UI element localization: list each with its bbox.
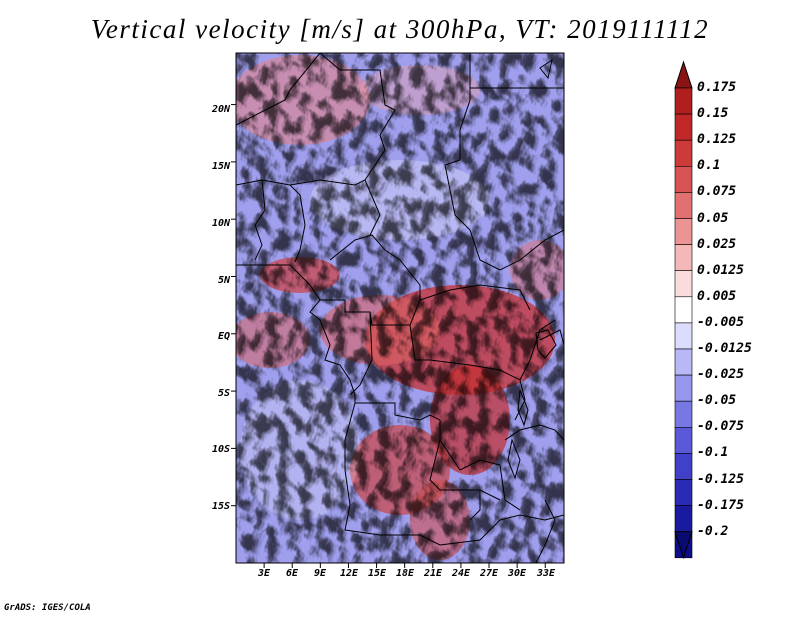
colorbar-label: -0.0125 <box>697 341 752 356</box>
lon-label-18e: 18E <box>395 568 415 579</box>
lat-label-10n: 10N <box>211 218 230 229</box>
lon-label-24e: 24E <box>451 568 471 579</box>
velocity-field <box>236 53 564 563</box>
colorbar-label: -0.075 <box>697 419 744 435</box>
colorbar-segment <box>674 479 693 506</box>
colorbar-label: 0.1 <box>697 158 721 174</box>
colorbar-label: 0.15 <box>697 106 729 122</box>
colorbar-label: -0.175 <box>697 497 744 513</box>
colorbar-label: -0.025 <box>697 367 744 383</box>
grads-credit: GrADS: IGES/COLA <box>4 603 91 613</box>
axis-ticks <box>231 104 546 568</box>
colorbar-top-arrow <box>674 60 693 89</box>
lon-label-12e: 12E <box>339 568 359 579</box>
colorbar-label: -0.1 <box>697 445 729 461</box>
colorbar-label: 0.05 <box>697 210 729 226</box>
map-frame <box>235 52 565 564</box>
colorbar-label: -0.2 <box>697 523 729 539</box>
lat-label-20n: 20N <box>211 104 230 115</box>
colorbar-label: 0.005 <box>697 288 737 304</box>
lat-label-15s: 15S <box>211 501 230 512</box>
colorbar-segment <box>674 322 693 350</box>
colorbar-label: 0.125 <box>697 132 737 148</box>
lat-label-15n: 15N <box>211 161 230 172</box>
map-title: Vertical velocity [m/s] at 300hPa, VT: 2… <box>90 14 710 44</box>
colorbar-segment <box>674 426 693 454</box>
lon-label-15e: 15E <box>367 568 387 579</box>
colorbar-segment <box>674 505 693 533</box>
lon-label-33e: 33E <box>536 568 556 579</box>
colorbar-bottom-arrow <box>674 531 693 560</box>
colorbar-segment <box>674 113 693 141</box>
colorbar <box>674 60 693 560</box>
lon-label-3e: 3E <box>257 568 271 579</box>
colorbar-label: -0.05 <box>697 393 737 409</box>
lon-label-9e: 9E <box>313 568 327 579</box>
colorbar-segment <box>674 87 693 115</box>
colorbar-segment <box>674 166 693 193</box>
colorbar-label: 0.025 <box>697 236 737 252</box>
colorbar-segment <box>674 139 693 167</box>
lat-label-5s: 5S <box>217 388 230 399</box>
colorbar-segment <box>674 453 693 480</box>
lon-label-27e: 27E <box>479 568 499 579</box>
lat-label-eq: EQ <box>217 331 230 342</box>
colorbar-label: 0.075 <box>697 184 737 200</box>
colorbar-segment <box>674 244 693 272</box>
lon-label-30e: 30E <box>507 568 527 579</box>
lon-label-21e: 21E <box>423 568 443 579</box>
lat-label-5n: 5N <box>217 275 230 286</box>
colorbar-segment <box>674 218 693 245</box>
colorbar-label: -0.125 <box>697 471 744 487</box>
lon-label-6e: 6E <box>285 568 299 579</box>
colorbar-segment <box>674 296 693 324</box>
country-borders <box>235 52 565 564</box>
lat-label-10s: 10S <box>211 444 230 455</box>
colorbar-segment <box>674 400 693 428</box>
colorbar-segment <box>674 270 693 298</box>
colorbar-segment <box>674 348 693 376</box>
colorbar-label: -0.005 <box>697 314 744 330</box>
colorbar-segment <box>674 192 693 219</box>
colorbar-label: 0.175 <box>697 80 737 95</box>
colorbar-label: 0.0125 <box>697 262 744 278</box>
colorbar-segment <box>674 374 693 402</box>
